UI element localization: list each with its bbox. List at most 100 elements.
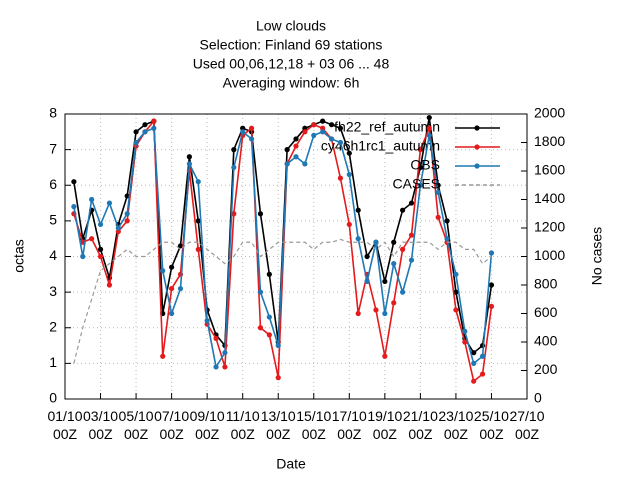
- series-line: [73, 238, 492, 364]
- data-point: [435, 214, 441, 220]
- y2-tick-label: 1400: [534, 190, 565, 206]
- data-point: [471, 360, 477, 366]
- data-point: [257, 289, 264, 295]
- data-point: [169, 285, 175, 292]
- data-point: [444, 236, 450, 242]
- x-tick-label: 09/10 00Z: [189, 408, 225, 442]
- x-tick-label: 21/10 00Z: [402, 408, 438, 442]
- legend-marker: [474, 163, 480, 169]
- data-point: [106, 200, 113, 206]
- data-point: [213, 335, 219, 342]
- data-point: [408, 257, 415, 263]
- x-tick-label: 03/10 00Z: [83, 408, 119, 442]
- y2-tick-label: 2000: [534, 105, 565, 121]
- data-point: [115, 228, 121, 235]
- data-point: [320, 125, 326, 131]
- data-point: [453, 289, 459, 295]
- data-point: [391, 239, 397, 245]
- data-point: [115, 225, 121, 231]
- data-point: [408, 200, 415, 206]
- chart-title: Low clouds: [256, 18, 326, 34]
- data-point: [346, 150, 352, 156]
- data-point: [124, 218, 130, 224]
- data-point: [160, 268, 166, 274]
- y2-tick-label: 600: [534, 304, 558, 320]
- data-point: [302, 161, 308, 167]
- data-point: [231, 164, 237, 171]
- x-tick-label: 19/10 00Z: [367, 408, 403, 442]
- data-point: [471, 378, 477, 384]
- data-point: [453, 271, 459, 277]
- y-tick-label: 0: [49, 390, 57, 406]
- data-point: [186, 161, 192, 167]
- x-tick-label: 17/10 00Z: [331, 408, 367, 442]
- x-tick-label: 15/10 00Z: [296, 408, 332, 442]
- data-point: [284, 147, 290, 153]
- x-tick-label: 13/10 00Z: [260, 408, 296, 442]
- x-tick-label: 23/10 00Z: [438, 408, 474, 442]
- data-point: [426, 125, 432, 131]
- data-point: [231, 147, 237, 153]
- data-point: [471, 350, 477, 356]
- y-tick-label: 3: [49, 283, 57, 299]
- data-point: [462, 339, 468, 345]
- legend-marker: [474, 144, 480, 150]
- data-point: [488, 250, 495, 256]
- data-point: [400, 207, 406, 213]
- data-point: [89, 196, 95, 203]
- data-point: [266, 332, 272, 338]
- plot-frame: [64, 113, 528, 400]
- data-point: [311, 122, 317, 128]
- x-axis-label: Date: [276, 456, 306, 472]
- chart-subtitle: Selection: Finland 69 stations: [200, 37, 383, 53]
- data-point: [124, 211, 130, 217]
- data-point: [453, 307, 459, 313]
- data-point: [97, 221, 104, 228]
- data-point: [151, 118, 157, 124]
- data-point: [97, 253, 104, 260]
- data-point: [240, 129, 246, 135]
- data-point: [355, 310, 361, 317]
- data-point: [186, 154, 192, 160]
- data-point: [382, 353, 388, 359]
- y-tick-label: 6: [49, 176, 57, 192]
- x-tick-label: 11/10 00Z: [225, 408, 260, 442]
- data-point: [444, 218, 450, 224]
- data-point: [382, 310, 388, 317]
- data-point: [488, 282, 495, 288]
- legend-label: cy46h1rc1_autumn: [321, 138, 440, 154]
- data-point: [195, 179, 201, 185]
- x-tick-label: 07/10 00Z: [154, 408, 190, 442]
- data-point: [346, 171, 352, 178]
- data-point: [257, 325, 264, 331]
- data-point: [302, 129, 308, 135]
- data-point: [151, 125, 157, 131]
- data-point: [169, 264, 175, 270]
- data-point: [275, 375, 281, 381]
- data-point: [373, 239, 379, 245]
- legend-label: fh22_ref_autumn: [334, 119, 440, 135]
- data-point: [231, 211, 237, 217]
- x-tick-label: 25/10 00Z: [473, 408, 509, 442]
- data-point: [97, 246, 104, 252]
- data-point: [293, 154, 299, 160]
- data-point: [435, 189, 441, 195]
- x-tick-label: 27/10 00Z: [509, 408, 545, 442]
- y2-tick-label: 1000: [534, 247, 565, 263]
- data-point: [80, 253, 86, 260]
- data-point: [71, 179, 77, 185]
- legend-label: OBS: [410, 157, 440, 173]
- data-point: [177, 243, 184, 249]
- data-point: [266, 271, 272, 277]
- data-point: [328, 122, 335, 128]
- data-point: [337, 175, 344, 181]
- data-point: [311, 132, 317, 138]
- data-point: [133, 139, 139, 146]
- data-point: [328, 136, 335, 142]
- y-tick-label: 4: [49, 247, 57, 263]
- data-point: [71, 204, 77, 210]
- data-point: [320, 118, 326, 124]
- legend-label: CASES: [393, 176, 440, 192]
